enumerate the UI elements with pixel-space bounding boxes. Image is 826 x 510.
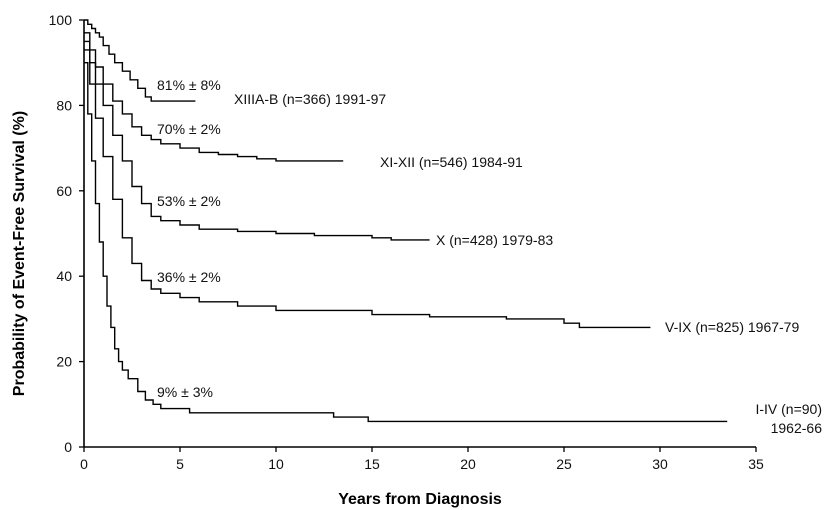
y-axis-ticks: 0 20 40 60 80 100 <box>49 12 84 455</box>
series-label: XIIIA-B (n=366) 1991-97 <box>234 91 386 107</box>
chart-axes <box>83 20 756 448</box>
x-tick-label: 30 <box>652 456 668 472</box>
series-label: XI-XII (n=546) 1984-91 <box>380 154 523 170</box>
y-tick-label: 40 <box>56 268 72 284</box>
survival-curve <box>84 40 430 241</box>
y-tick-label: 100 <box>49 12 73 28</box>
y-tick-label: 0 <box>64 439 72 455</box>
y-tick-label: 20 <box>56 354 72 370</box>
survival-curve <box>84 62 728 423</box>
series-label: V-IX (n=825) 1967-79 <box>665 319 799 335</box>
x-axis-title: Years from Diagnosis <box>338 491 502 508</box>
x-tick-label: 35 <box>748 456 764 472</box>
series-annotation: 70% ± 2% <box>157 121 221 137</box>
series-annotation: 53% ± 2% <box>157 193 221 209</box>
series-annotation: 36% ± 2% <box>157 269 221 285</box>
y-axis-title: Probability of Event-Free Survival (%) <box>11 111 28 396</box>
series-annotation: 81% ± 8% <box>157 77 221 93</box>
y-tick-label: 80 <box>56 97 72 113</box>
x-axis-ticks: 0 5 10 15 20 25 30 35 <box>80 447 764 472</box>
y-tick-label: 60 <box>56 183 72 199</box>
series-labels: XIIIA-B (n=366) 1991-97 XI-XII (n=546) 19… <box>234 91 822 436</box>
survival-curve <box>84 19 196 102</box>
series-annotation: 9% ± 3% <box>157 384 213 400</box>
survival-curve <box>84 49 651 329</box>
x-tick-label: 15 <box>364 456 380 472</box>
x-tick-label: 10 <box>268 456 284 472</box>
survival-curve <box>84 32 344 162</box>
x-tick-label: 0 <box>80 456 88 472</box>
x-tick-label: 25 <box>556 456 572 472</box>
series-annotations: 81% ± 8% 70% ± 2% 53% ± 2% 36% ± 2% 9% ± 3% <box>157 77 221 400</box>
series-label: I-IV (n=90) 1962-66 <box>755 401 822 436</box>
survival-curves <box>84 19 728 423</box>
x-tick-label: 20 <box>460 456 476 472</box>
series-label: X (n=428) 1979-83 <box>436 232 553 248</box>
x-tick-label: 5 <box>176 456 184 472</box>
